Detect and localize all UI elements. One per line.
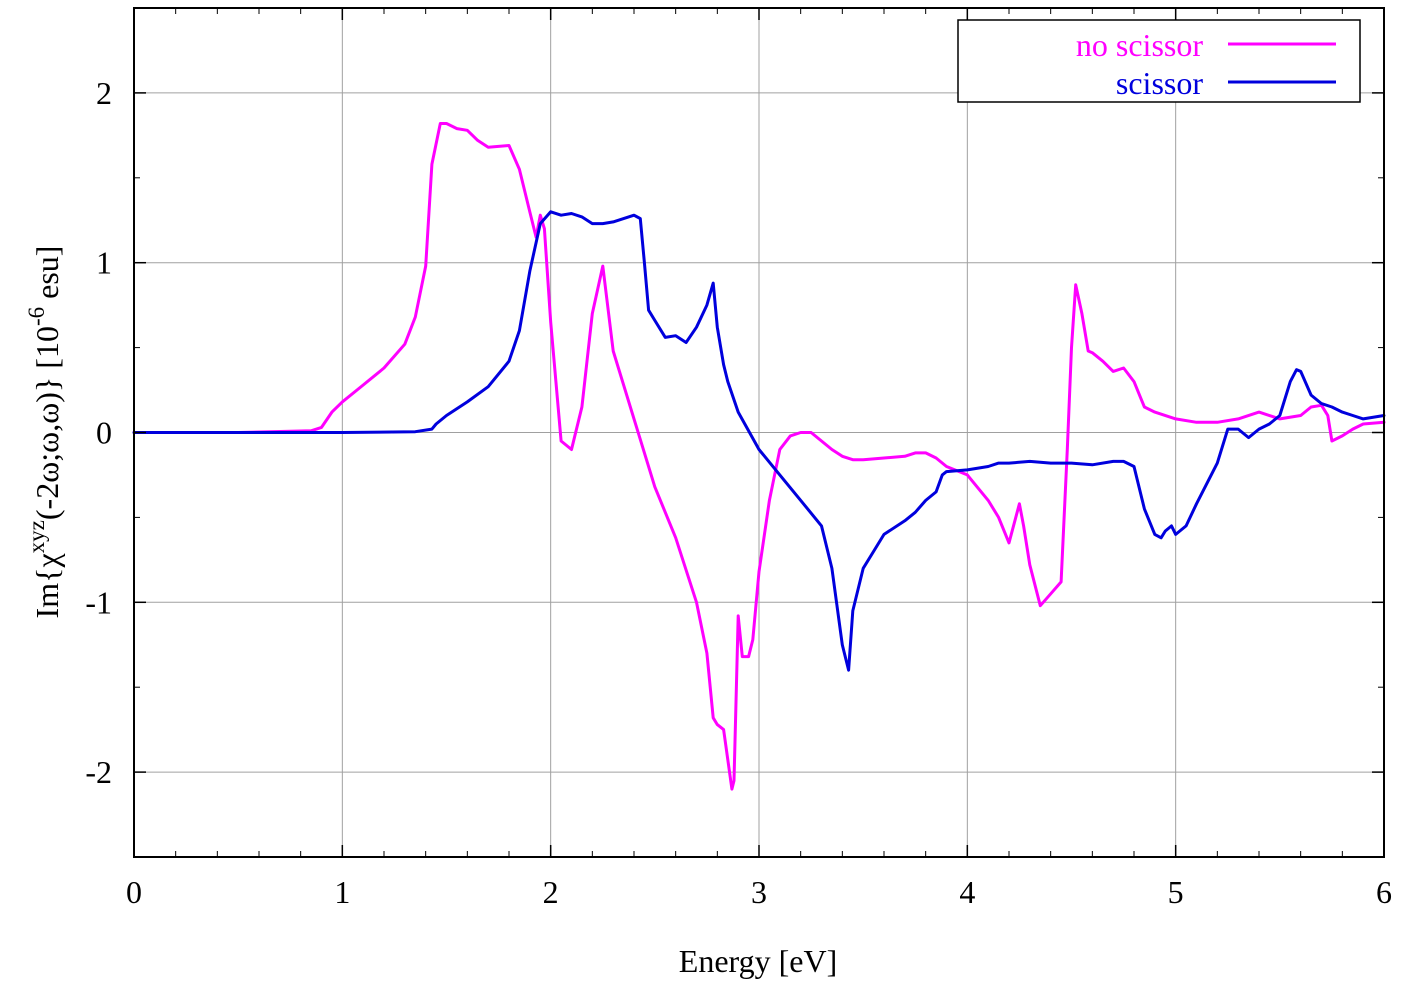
- legend-label-scissor: scissor: [1116, 65, 1203, 101]
- y-tick-label: 1: [96, 245, 112, 281]
- x-tick-label: 2: [543, 874, 559, 910]
- legend: no scissor scissor: [957, 19, 1361, 103]
- y-axis-title-superscript-2: -6: [24, 307, 49, 326]
- ticks: [133, 7, 1385, 858]
- x-tick-label: 1: [334, 874, 350, 910]
- y-tick-label: -1: [85, 584, 112, 620]
- y-axis-title-args: (-2ω;ω,ω)} [10: [29, 326, 65, 520]
- x-tick-label: 0: [126, 874, 142, 910]
- x-tick-label: 6: [1376, 874, 1392, 910]
- y-tick-label: -2: [85, 754, 112, 790]
- x-axis-title: Energy [eV]: [679, 943, 837, 979]
- y-tick-label: 0: [96, 415, 112, 451]
- y-axis-title-main: Im{χ: [29, 553, 65, 619]
- y-axis-title: Im{χxyz(-2ω;ω,ω)} [10-6 esu]: [24, 246, 65, 619]
- series-line-scissor: [132, 210, 1386, 672]
- y-tick-label: 2: [96, 75, 112, 111]
- x-tick-label: 4: [959, 874, 975, 910]
- x-tick-label: 3: [751, 874, 767, 910]
- y-axis-title-unit: esu]: [29, 246, 65, 307]
- legend-label-no-scissor: no scissor: [1076, 27, 1203, 63]
- x-tick-label: 5: [1168, 874, 1184, 910]
- series-layer: [132, 122, 1386, 791]
- series-line-no-scissor: [132, 122, 1386, 791]
- y-axis-title-superscript-1: xyz: [24, 520, 49, 553]
- tick-labels: 0 1 2 3 4 5 6 -2 -1 0 1 2: [85, 75, 1392, 910]
- legend-box: [957, 19, 1361, 103]
